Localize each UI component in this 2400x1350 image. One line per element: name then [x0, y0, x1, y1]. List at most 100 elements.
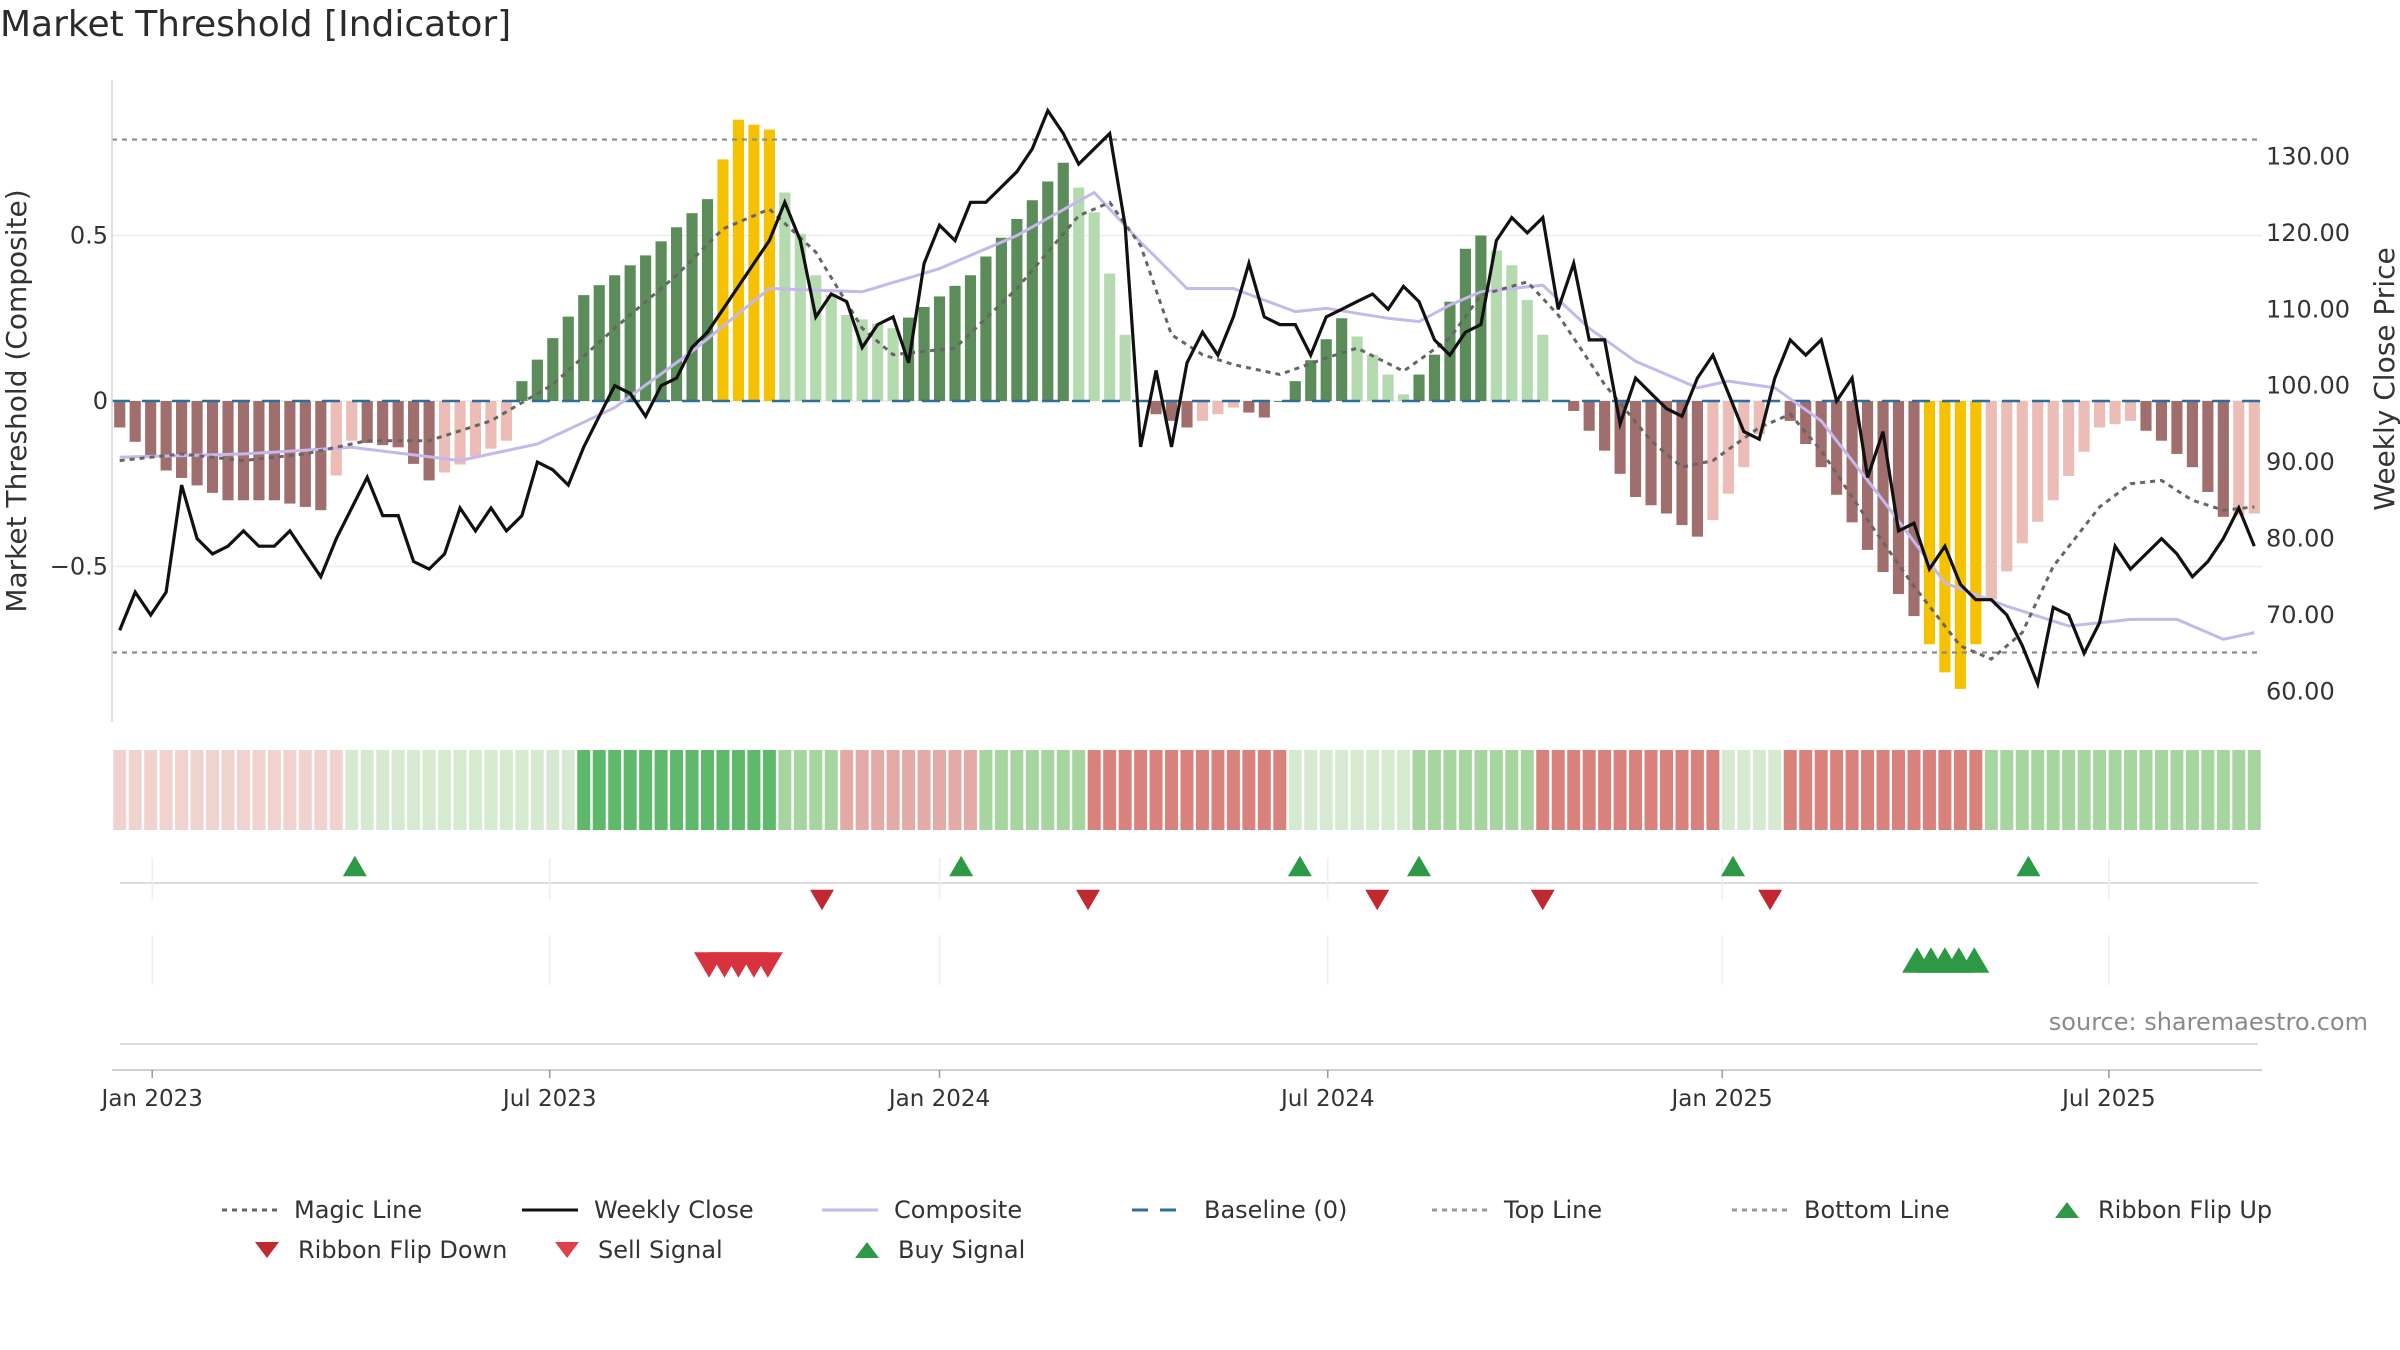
composite-bar [237, 401, 250, 501]
composite-bar [2032, 401, 2044, 522]
x-axis: Jan 2023 Jul 2023 Jan 2024 Jul 2024 Jan 2025… [100, 1069, 2262, 1112]
composite-bar [1939, 401, 1951, 673]
legend-swatch-mark [255, 1242, 279, 1258]
composite-bar [1119, 334, 1131, 401]
composite-bar [856, 319, 868, 401]
composite-bar [2063, 401, 2075, 477]
ribbon-cell [840, 750, 854, 830]
ribbon-cell [762, 750, 776, 830]
ribbon-cell [515, 750, 529, 830]
ribbon-flip-down-marker [1530, 889, 1555, 911]
sell-signal-marker [752, 952, 783, 978]
composite-bar [485, 401, 497, 449]
y2-tick-label: 120.00 [2266, 219, 2350, 247]
ribbon-cell [561, 750, 575, 830]
ribbon-cell [1706, 750, 1720, 830]
ribbon-cell [113, 750, 127, 830]
ribbon-cell [1505, 750, 1519, 830]
ribbon-cell [1226, 750, 1240, 830]
ribbon-cell [1458, 750, 1472, 830]
composite-bar [1011, 218, 1023, 401]
composite-bar [732, 119, 745, 402]
ribbon-cell [685, 750, 699, 830]
legend-label: Composite [894, 1196, 1023, 1224]
ribbon-cell [1304, 750, 1318, 830]
ribbon-cell [1613, 750, 1627, 830]
legend-item: Weekly Close [520, 1196, 754, 1224]
composite-bar [810, 275, 822, 401]
composite-bar [717, 159, 729, 401]
composite-bar [1274, 401, 1286, 402]
ribbon-cell [1397, 750, 1411, 830]
legend-label: Weekly Close [594, 1196, 754, 1224]
ribbon-cell [1474, 750, 1488, 830]
ribbon-cell [1984, 750, 1998, 830]
y2-tick-label: 90.00 [2266, 448, 2335, 476]
composite-bar [1985, 401, 1997, 600]
composite-bar [1568, 401, 1580, 411]
ribbon-cell [345, 750, 359, 830]
axes: 0.5 0 −0.5 130.00 120.00 110.00 100.00 90.00 80.… [0, 80, 2400, 722]
legend-label: Baseline (0) [1204, 1196, 1348, 1224]
composite-bar [1289, 381, 1301, 401]
ribbon-cell [1195, 750, 1209, 830]
composite-bar [1227, 401, 1239, 408]
ribbon-cell [2185, 750, 2199, 830]
ribbon-cell [1149, 750, 1163, 830]
ribbon-cell [1520, 750, 1534, 830]
ribbon-cell [778, 750, 792, 830]
series-lines [112, 107, 2262, 690]
ribbon-cell [1551, 750, 1565, 830]
ribbon-cell [422, 750, 436, 830]
x-tick-label: Jan 2025 [1670, 1086, 1773, 1112]
y2-tick-label: 60.00 [2266, 677, 2335, 705]
ribbon-flip-down-marker [1365, 889, 1390, 911]
composite-bar [794, 233, 806, 401]
ribbon-cell [1427, 750, 1441, 830]
y2-tick-label: 110.00 [2266, 295, 2350, 323]
x-tick-label: Jan 2023 [100, 1086, 203, 1112]
ribbon-cell [1072, 750, 1086, 830]
ribbon-cell [407, 750, 421, 830]
ribbon-cell [1056, 750, 1070, 830]
ribbon-flip-up-marker [1721, 855, 1746, 877]
ribbon-cell [2000, 750, 2014, 830]
legend-swatch [555, 1242, 579, 1258]
composite-bar [1645, 401, 1657, 506]
composite-bar [1336, 318, 1348, 401]
x-tick-label: Jul 2023 [501, 1086, 597, 1112]
composite-bar [1413, 374, 1425, 401]
legend-label: Sell Signal [598, 1236, 723, 1264]
composite-bar [129, 401, 141, 442]
composite-bar [2140, 401, 2152, 431]
composite-bar [361, 401, 373, 443]
ribbon-cell [1938, 750, 1952, 830]
ribbon-cell [1288, 750, 1302, 830]
composite-bar [949, 285, 961, 401]
ribbon-cell [1830, 750, 1844, 830]
ribbon-cell [546, 750, 560, 830]
legend-label: Bottom Line [1804, 1196, 1950, 1224]
ribbon-cell [2170, 750, 2184, 830]
ribbon-cell [1876, 750, 1890, 830]
composite-bar [1397, 394, 1410, 401]
legend-swatch [855, 1242, 879, 1258]
ribbon-cell [1598, 750, 1612, 830]
ribbon-cell [994, 750, 1008, 830]
composite-bar [1506, 265, 1518, 401]
composite-bar [841, 314, 853, 401]
ribbon-cell [190, 750, 204, 830]
ribbon-cell [2124, 750, 2138, 830]
composite-bar [1057, 162, 1069, 401]
composite-bar [1444, 301, 1456, 401]
ribbon-cell [1922, 750, 1936, 830]
composite-bar [1382, 374, 1394, 401]
composite-bar [516, 381, 528, 401]
legend-swatch [2055, 1202, 2079, 1218]
y2-axis-label: Weekly Close Price [2368, 247, 2400, 510]
ribbon-cell [1257, 750, 1271, 830]
legend-item: Bottom Line [1730, 1196, 1950, 1224]
composite-bar [933, 296, 946, 401]
legend-swatch [1732, 1208, 1788, 1212]
